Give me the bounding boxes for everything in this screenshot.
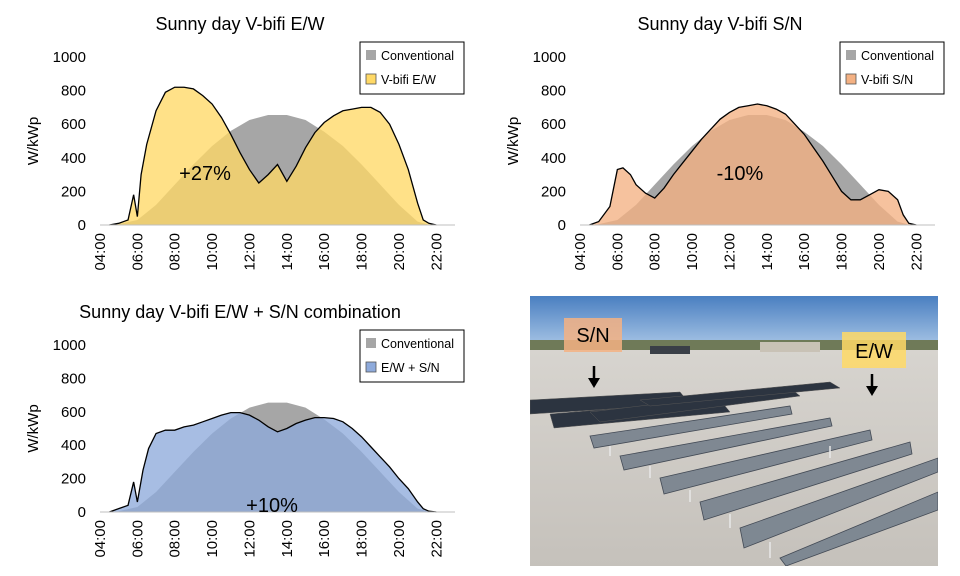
series-vbifi-outline bbox=[589, 103, 917, 226]
x-tick-label: 18:00 bbox=[354, 520, 371, 558]
y-axis-label: W/kWp bbox=[25, 404, 42, 452]
x-tick-label: 10:00 bbox=[204, 233, 221, 271]
legend-swatch bbox=[846, 50, 856, 60]
y-tick-label: 800 bbox=[541, 83, 566, 100]
ew-panel-rows bbox=[589, 405, 938, 566]
y-axis-label: W/kWp bbox=[25, 117, 42, 165]
sn-panel-rows bbox=[530, 381, 841, 429]
ew-label-box bbox=[842, 332, 906, 368]
chart-combination: Sunny day V-bifi E/W + S/N combination W/… bbox=[25, 302, 465, 558]
x-tick-label: 10:00 bbox=[684, 233, 701, 271]
rooftop-photo-scene: S/N E/W bbox=[530, 296, 938, 566]
legend-box bbox=[839, 41, 945, 95]
frame-legs bbox=[609, 446, 831, 558]
x-tick-label: 04:00 bbox=[92, 520, 109, 558]
sn-arrow-icon bbox=[588, 366, 600, 388]
ew-arrow-icon bbox=[866, 374, 878, 396]
y-tick-label: 800 bbox=[61, 370, 86, 387]
y-tick-label: 200 bbox=[541, 183, 566, 200]
annotation-label: -10% bbox=[717, 163, 764, 185]
x-tick-label: 14:00 bbox=[279, 520, 296, 558]
y-tick-label: 400 bbox=[541, 150, 566, 167]
x-tick-label: 06:00 bbox=[129, 520, 146, 558]
legend: Conventional V-bifi S/N bbox=[839, 41, 945, 95]
series-vbifi-area bbox=[109, 87, 437, 226]
horizon-trees bbox=[530, 340, 938, 350]
distant-building bbox=[760, 342, 820, 352]
legend-swatch bbox=[365, 73, 377, 85]
x-tick-label: 22:00 bbox=[428, 520, 445, 558]
legend-label: V-bifi S/N bbox=[861, 73, 913, 87]
legend-swatch bbox=[366, 50, 376, 60]
chart-ew: Sunny day V-bifi E/W W/kWp 0 200 400 600 800 10… bbox=[25, 14, 465, 271]
y-tick-label: 0 bbox=[558, 217, 566, 234]
chart-title: Sunny day V-bifi S/N bbox=[637, 14, 802, 34]
x-tick-label: 22:00 bbox=[428, 233, 445, 271]
legend: Conventional V-bifi E/W bbox=[359, 41, 465, 95]
y-tick-label: 600 bbox=[541, 116, 566, 133]
x-tick-label: 12:00 bbox=[241, 233, 258, 271]
x-tick-label: 08:00 bbox=[647, 233, 664, 271]
legend-label: Conventional bbox=[381, 337, 454, 351]
y-tick-label: 600 bbox=[61, 404, 86, 421]
legend-swatch bbox=[845, 73, 857, 85]
y-tick-label: 1000 bbox=[53, 49, 86, 66]
chart-title: Sunny day V-bifi E/W + S/N combination bbox=[79, 302, 401, 322]
y-axis-label: W/kWp bbox=[505, 117, 522, 165]
y-tick-label: 0 bbox=[78, 504, 86, 521]
annotation-label: +10% bbox=[246, 495, 298, 517]
x-tick-label: 14:00 bbox=[759, 233, 776, 271]
series-vbifi-outline bbox=[109, 411, 437, 513]
ew-label: E/W bbox=[855, 341, 893, 363]
x-tick-label: 12:00 bbox=[241, 520, 258, 558]
legend-swatch bbox=[365, 361, 377, 373]
series-vbifi-outline bbox=[109, 86, 437, 226]
y-tick-label: 200 bbox=[61, 471, 86, 488]
x-tick-label: 16:00 bbox=[316, 520, 333, 558]
y-tick-label: 1000 bbox=[53, 337, 86, 354]
y-tick-label: 0 bbox=[78, 217, 86, 234]
x-tick-label: 06:00 bbox=[129, 233, 146, 271]
series-vbifi-area bbox=[589, 104, 917, 225]
x-tick-label: 22:00 bbox=[908, 233, 925, 271]
legend-label: Conventional bbox=[381, 49, 454, 63]
legend: Conventional E/W + S/N bbox=[359, 329, 465, 383]
x-tick-label: 16:00 bbox=[796, 233, 813, 271]
legend-box bbox=[359, 329, 465, 383]
x-tick-label: 20:00 bbox=[871, 233, 888, 271]
x-tick-label: 06:00 bbox=[609, 233, 626, 271]
distant-building bbox=[650, 346, 690, 354]
x-tick-label: 08:00 bbox=[167, 233, 184, 271]
x-tick-label: 04:00 bbox=[92, 233, 109, 271]
rooftop-photo: S/N E/W bbox=[530, 296, 938, 566]
series-vbifi-area bbox=[109, 412, 437, 512]
x-tick-label: 04:00 bbox=[572, 233, 589, 271]
x-tick-label: 10:00 bbox=[204, 520, 221, 558]
chart-title: Sunny day V-bifi E/W bbox=[155, 14, 324, 34]
x-tick-label: 08:00 bbox=[167, 520, 184, 558]
x-tick-label: 12:00 bbox=[721, 233, 738, 271]
y-tick-label: 600 bbox=[61, 116, 86, 133]
chart-sn: Sunny day V-bifi S/N W/kWp 0 200 400 600 800 10… bbox=[505, 14, 945, 271]
legend-label: Conventional bbox=[861, 49, 934, 63]
sn-label-box bbox=[564, 318, 622, 352]
y-tick-label: 200 bbox=[61, 183, 86, 200]
y-tick-label: 800 bbox=[61, 83, 86, 100]
x-tick-label: 18:00 bbox=[354, 233, 371, 271]
x-tick-label: 20:00 bbox=[391, 233, 408, 271]
x-tick-label: 16:00 bbox=[316, 233, 333, 271]
sn-label: S/N bbox=[576, 325, 609, 347]
x-tick-label: 14:00 bbox=[279, 233, 296, 271]
x-tick-label: 20:00 bbox=[391, 520, 408, 558]
legend-swatch bbox=[366, 338, 376, 348]
legend-box bbox=[359, 41, 465, 95]
y-tick-label: 400 bbox=[61, 150, 86, 167]
x-tick-label: 18:00 bbox=[834, 233, 851, 271]
y-tick-label: 400 bbox=[61, 437, 86, 454]
legend-label: V-bifi E/W bbox=[381, 73, 436, 87]
annotation-label: +27% bbox=[179, 163, 231, 185]
y-tick-label: 1000 bbox=[533, 49, 566, 66]
legend-label: E/W + S/N bbox=[381, 361, 440, 375]
